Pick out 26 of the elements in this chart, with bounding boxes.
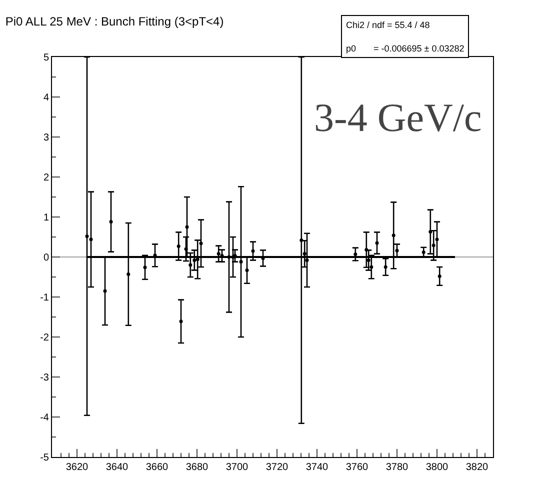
x-tick-label: 3700 bbox=[226, 462, 249, 473]
annotation: 3-4 GeV/c bbox=[314, 95, 482, 140]
y-tick-label: 3 bbox=[43, 132, 50, 144]
chart-title: Pi0 ALL 25 MeV : Bunch Fitting (3<pT<4) bbox=[5, 14, 224, 29]
y-tick-label: 0 bbox=[43, 252, 50, 264]
y-tick-label: 1 bbox=[43, 212, 50, 224]
x-tick-label: 3720 bbox=[266, 462, 289, 473]
text: p0 = -0.006695 ± 0.03282 bbox=[346, 43, 464, 54]
x-tick-label: 3620 bbox=[66, 462, 89, 473]
y-tick-label: -3 bbox=[40, 372, 50, 384]
y-tick-label: -1 bbox=[40, 292, 50, 304]
x-tick-label: 3760 bbox=[346, 462, 369, 473]
y-tick-label: -4 bbox=[40, 412, 50, 424]
x-tick-label: 3800 bbox=[426, 462, 449, 473]
y-tick-label: -2 bbox=[40, 332, 50, 344]
y-tick-label: -5 bbox=[40, 452, 50, 464]
x-tick-label: 3640 bbox=[106, 462, 129, 473]
x-tick-label: 3780 bbox=[386, 462, 409, 473]
text: Chi2 / ndf = 55.4 / 48 bbox=[346, 20, 430, 30]
x-tick-label: 3740 bbox=[306, 462, 329, 473]
y-tick-label: 5 bbox=[43, 52, 50, 64]
x-tick-label: 3680 bbox=[186, 462, 209, 473]
y-tick-label: 4 bbox=[43, 92, 50, 104]
y-tick-label: 2 bbox=[43, 172, 50, 184]
x-tick-label: 3820 bbox=[466, 462, 489, 473]
x-tick-label: 3660 bbox=[146, 462, 169, 473]
